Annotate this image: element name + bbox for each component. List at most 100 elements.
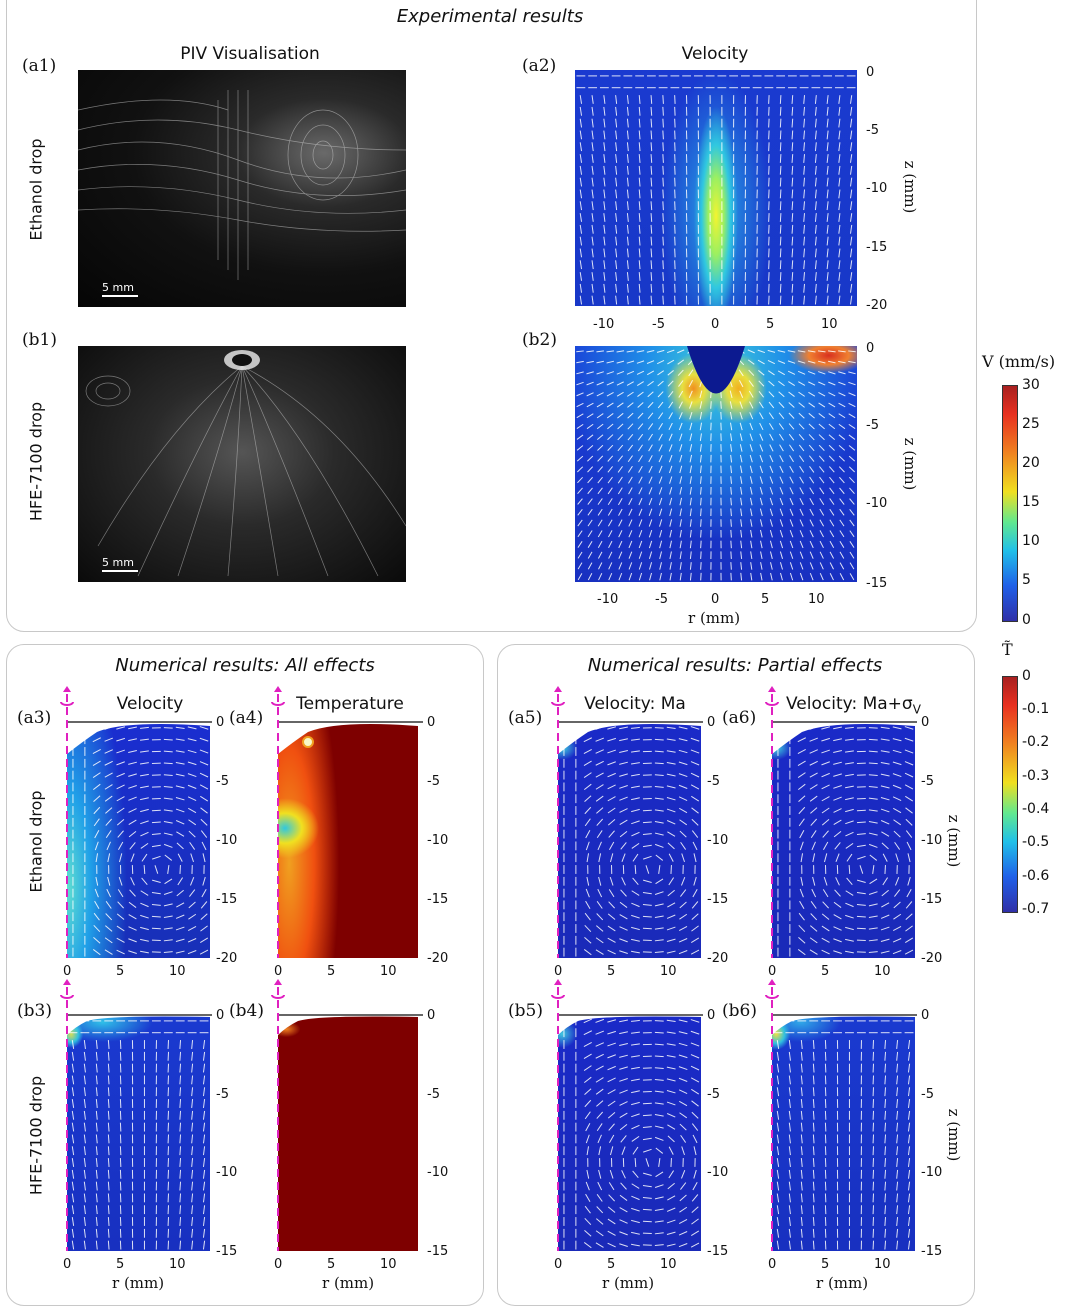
velocity-vector [815, 249, 816, 258]
x-tick: 0 [554, 1257, 562, 1272]
scalebar-hfe: 5 mm [102, 556, 138, 572]
scalebar-label: 5 mm [102, 556, 134, 569]
velocity-vector [851, 119, 852, 128]
x-tick: 5 [327, 1257, 335, 1272]
z-tick: 0 [216, 1008, 224, 1023]
velocity-vector [616, 107, 617, 116]
velocity-vector [580, 154, 581, 163]
x-tick: 10 [380, 964, 397, 979]
velocity-vector [651, 178, 652, 187]
r-axis-title: r (mm) [602, 1274, 654, 1292]
velocity-vector [639, 225, 640, 234]
z-tick: -5 [427, 1087, 440, 1102]
x-tick: -5 [652, 317, 665, 332]
z-tick: -20 [921, 951, 942, 966]
panel-label-a3: (a3) [17, 708, 51, 728]
velocity-vector [592, 154, 593, 163]
velocity-vector [580, 272, 581, 281]
velocity-vector [780, 95, 781, 104]
velocity-vector [663, 201, 664, 210]
z-tick: -20 [427, 951, 448, 966]
velocity-vector [604, 201, 605, 210]
velocity-field-ethanol-num [67, 722, 210, 958]
velocity-field-ethanol-exp [575, 70, 857, 306]
cb-tick: 10 [1022, 533, 1040, 549]
velocity-field-ethanol-ma [558, 722, 701, 958]
velocity-vector [827, 249, 828, 258]
velocity-vector [651, 237, 652, 246]
velocity-vector [780, 296, 781, 305]
velocity-vector [627, 107, 628, 116]
velocity-vector [815, 190, 816, 199]
velocity-vector [792, 284, 793, 293]
velocity-vector [851, 213, 852, 222]
velocity-vector [792, 142, 793, 151]
velocity-vector [604, 131, 605, 140]
r-axis-title: r (mm) [816, 1274, 868, 1292]
x-tick: 5 [821, 1257, 829, 1272]
velocity-vector [604, 142, 605, 151]
velocity-vector [827, 272, 828, 281]
velocity-vector [780, 249, 781, 258]
x-tick: 0 [554, 964, 562, 979]
velocity-vector [651, 95, 652, 104]
velocity-vector [592, 142, 593, 151]
velocity-vector [851, 237, 852, 246]
velocity-vector [815, 131, 816, 140]
row-label-hfe-num: HFE-7100 drop [27, 1036, 46, 1236]
r-axis-title: r (mm) [322, 1274, 374, 1292]
z-axis-title: z (mm) [945, 1105, 963, 1165]
velocity-vector [616, 154, 617, 163]
velocity-vector [604, 225, 605, 234]
z-tick: 0 [921, 1008, 929, 1023]
velocity-field-hfe-exp [575, 346, 857, 582]
velocity-vector [616, 119, 617, 128]
velocity-vector [792, 107, 793, 116]
velocity-vector [804, 213, 805, 222]
z-tick: -10 [216, 833, 237, 848]
velocity-vector [780, 107, 781, 116]
velocity-num-title: Velocity [100, 694, 200, 714]
cb-tick: 15 [1022, 494, 1040, 510]
velocity-vector [627, 284, 628, 293]
velocity-vector [792, 131, 793, 140]
velocity-vector [815, 95, 816, 104]
z-tick: -5 [707, 1087, 720, 1102]
velocity-vector [663, 284, 664, 293]
cb-tick: -0.1 [1022, 701, 1049, 717]
z-tick: -15 [707, 892, 728, 907]
velocity-vector [627, 95, 628, 104]
velocity-vector [839, 154, 840, 163]
velocity-vector [616, 260, 617, 269]
velocity-vector [627, 237, 628, 246]
piv-title: PIV Visualisation [150, 44, 350, 64]
velocity-vector [580, 95, 581, 104]
velocity-vector [827, 107, 828, 116]
velocity-vector [616, 190, 617, 199]
velocity-vector [627, 166, 628, 175]
z-tick: -5 [427, 774, 440, 789]
velocity-vector [592, 201, 593, 210]
velocity-vector [616, 249, 617, 258]
z-tick: 0 [866, 65, 874, 80]
velocity-vector [639, 237, 640, 246]
velocity-vector [616, 201, 617, 210]
velocity-vector [804, 142, 805, 151]
velocity-vector [639, 131, 640, 140]
velocity-vector [663, 272, 664, 281]
velocity-vector [651, 190, 652, 199]
velocity-vector [639, 284, 640, 293]
x-tick: 5 [327, 964, 335, 979]
velocity-vector [804, 154, 805, 163]
velocity-vector [827, 142, 828, 151]
velocity-vector [804, 284, 805, 293]
velocity-vector [827, 190, 828, 199]
velocity-vector [592, 249, 593, 258]
panel-label-b4: (b4) [229, 1001, 264, 1021]
z-tick: -15 [427, 1244, 448, 1259]
x-tick: -10 [593, 317, 614, 332]
z-axis-title: z (mm) [945, 811, 963, 871]
row-label-ethanol-num: Ethanol drop [27, 742, 46, 942]
velocity-vector [851, 284, 852, 293]
velocity-vector [827, 95, 828, 104]
